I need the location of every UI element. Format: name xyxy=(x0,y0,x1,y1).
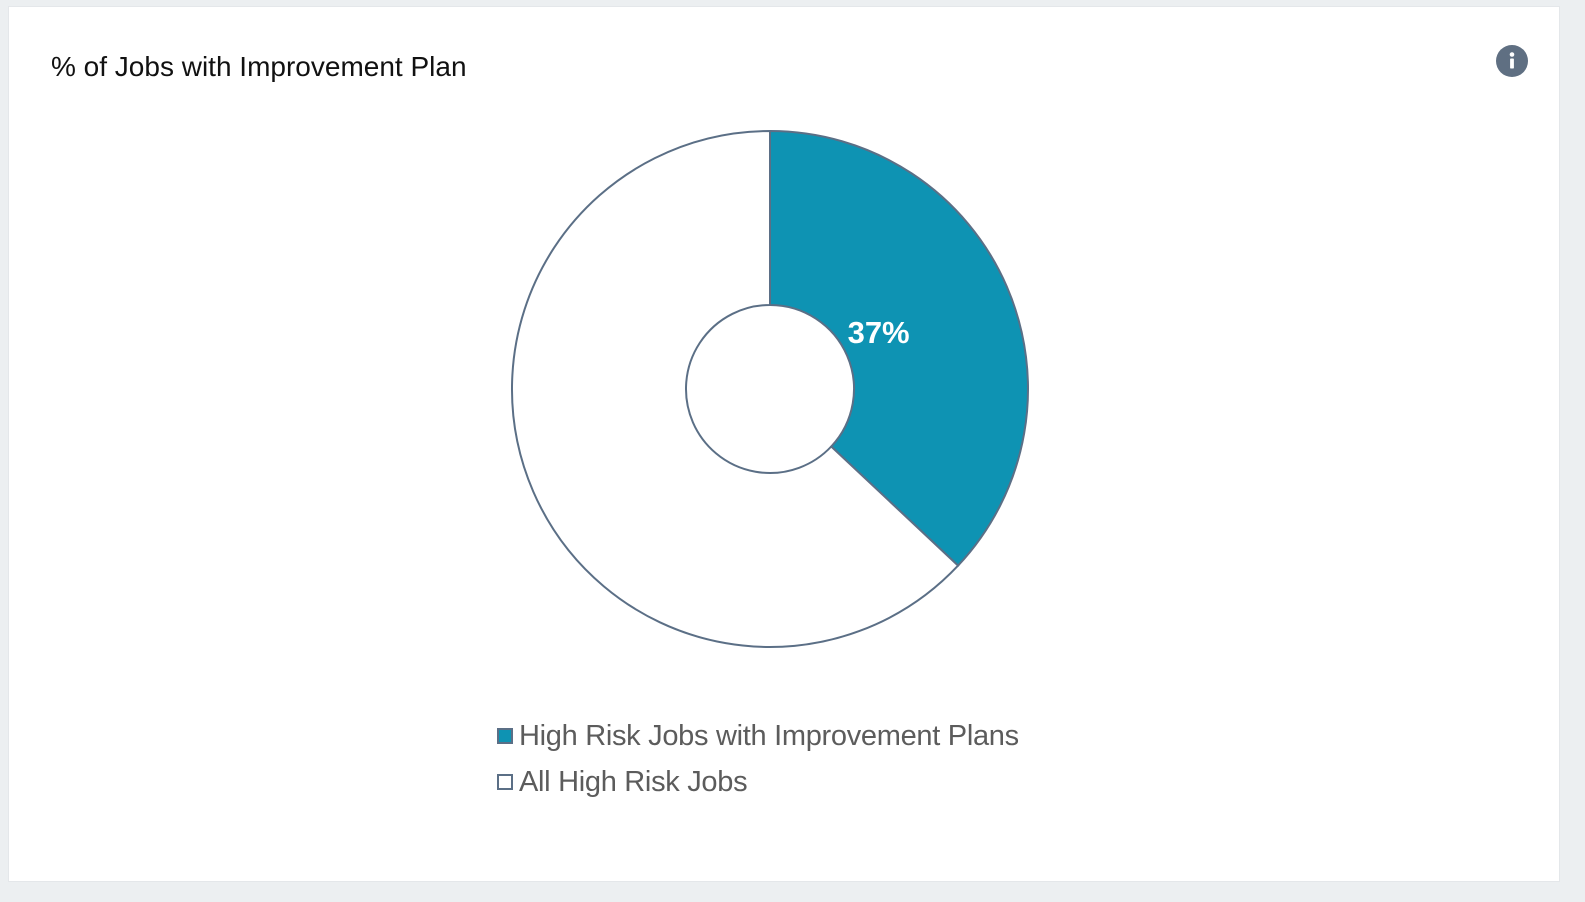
legend-item-all[interactable]: All High Risk Jobs xyxy=(497,759,1019,805)
data-label-0: 37% xyxy=(848,315,910,350)
legend-swatch-all xyxy=(497,774,513,790)
chart-card: % of Jobs with Improvement Plan 37% High… xyxy=(8,6,1560,882)
chart-legend: High Risk Jobs with Improvement Plans Al… xyxy=(497,713,1019,805)
legend-label-all: All High Risk Jobs xyxy=(519,765,748,798)
donut-slice-1[interactable] xyxy=(511,129,960,648)
legend-swatch-with-plans xyxy=(497,728,513,744)
chart-title: % of Jobs with Improvement Plan xyxy=(51,51,467,82)
donut-chart: 37% xyxy=(511,129,1029,648)
info-icon[interactable] xyxy=(1496,45,1528,77)
legend-item-with-plans[interactable]: High Risk Jobs with Improvement Plans xyxy=(497,713,1019,759)
donut-slice-0[interactable] xyxy=(769,129,1029,568)
legend-label-with-plans: High Risk Jobs with Improvement Plans xyxy=(519,719,1019,752)
